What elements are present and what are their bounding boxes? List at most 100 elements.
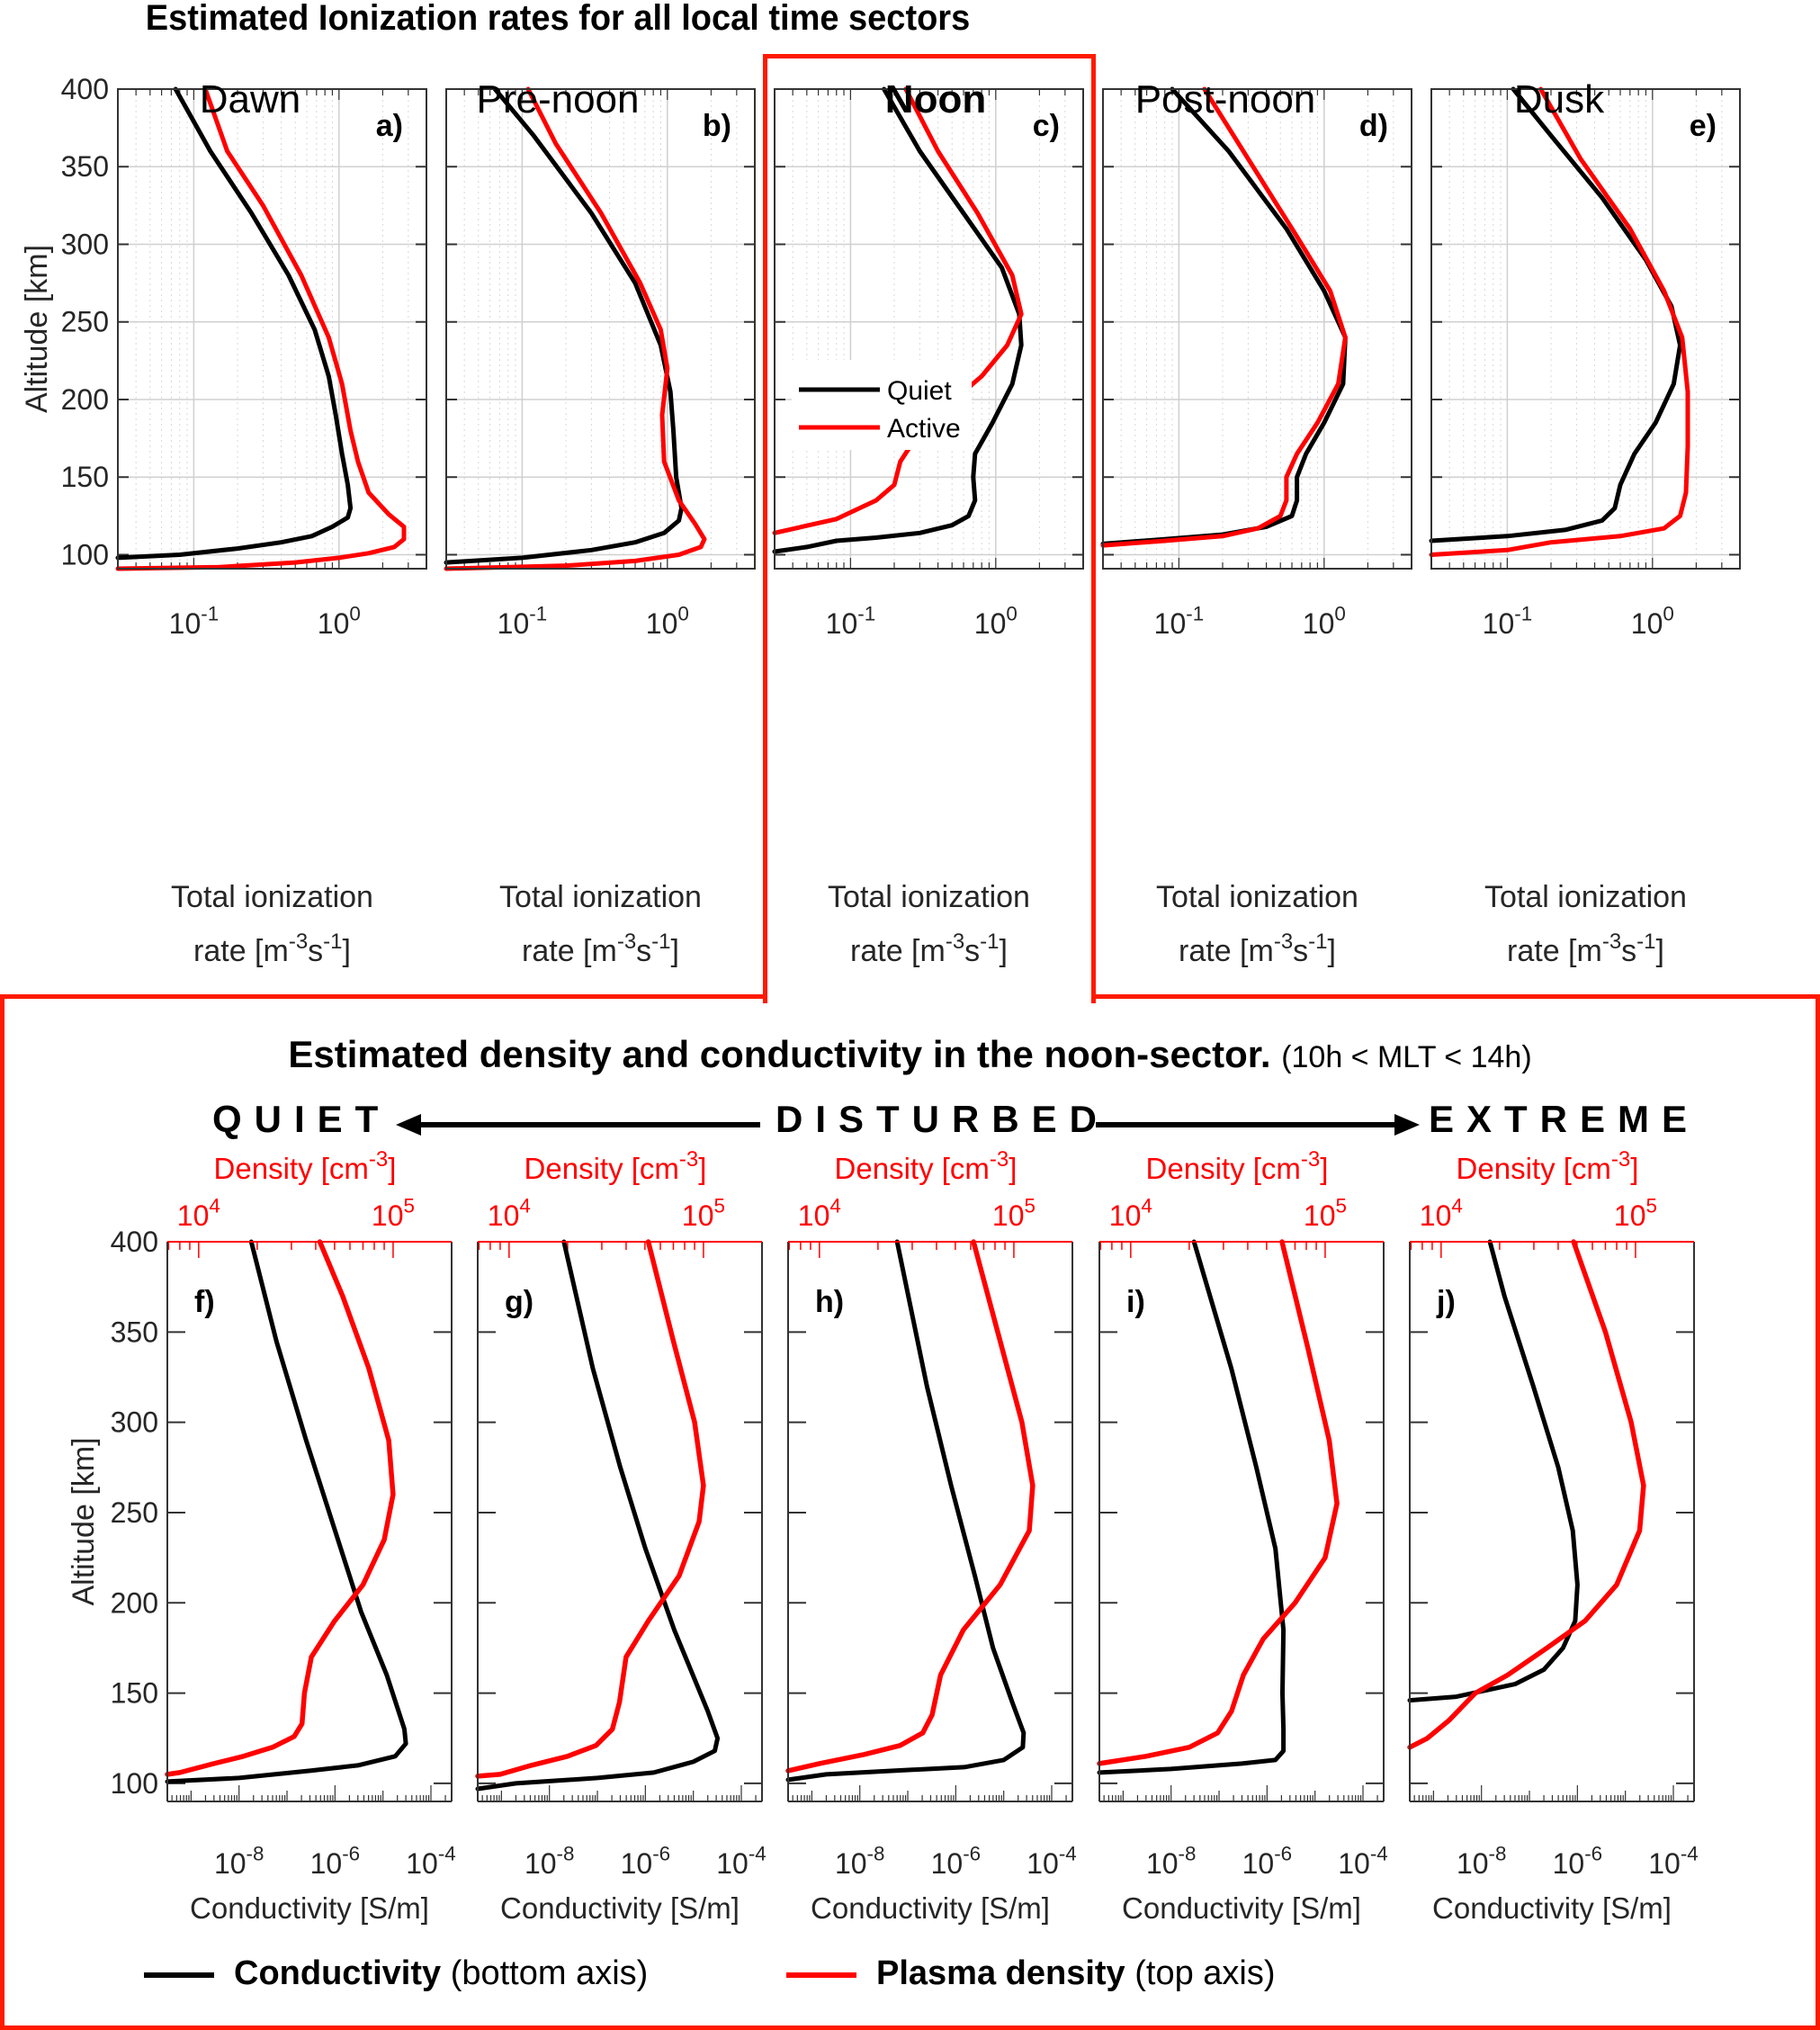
panel-label: f): [194, 1285, 215, 1319]
x-tick-label-bottom: 10-8: [1146, 1843, 1197, 1880]
panel-title: Pre-noon: [476, 77, 639, 121]
x-axis-label: Total ionization: [1156, 880, 1358, 914]
x-tick-label-bottom: 10-4: [1027, 1843, 1077, 1880]
x-axis-label: Total ionization: [828, 880, 1030, 914]
x-axis-label-units: rate [m-3s-1]: [522, 930, 679, 968]
legend-density-rest: (top axis): [1134, 1954, 1276, 1992]
x-axis-label-units: rate [m-3s-1]: [850, 930, 1008, 968]
legend-plasma-density: Plasma density (top axis): [786, 1954, 1276, 1993]
panel-label: i): [1126, 1285, 1145, 1319]
scale-extreme-label: EXTREME: [1429, 1098, 1700, 1140]
activity-scale: QUIET DISTURBED EXTREME: [0, 1098, 1820, 1152]
legend-line-red: [786, 1972, 856, 1978]
x-axis-label-bottom: Conductivity [S/m]: [1122, 1891, 1361, 1925]
legend-conductivity-bold: Conductivity: [234, 1954, 442, 1992]
legend-label-active: Active: [887, 414, 961, 444]
x-tick-label-bottom: 10-4: [1648, 1843, 1699, 1880]
bottom-section-title: Estimated density and conductivity in th…: [0, 1033, 1820, 1076]
x-tick-label: 100: [318, 603, 361, 640]
scale-disturbed-label: DISTURBED: [776, 1098, 1110, 1140]
series-line-quiet: [444, 86, 684, 565]
x-tick-label: 10-1: [826, 603, 876, 640]
figure-title-top: Estimated Ionization rates for all local…: [145, 0, 971, 38]
x-tick-label: 10-1: [1483, 603, 1533, 640]
y-tick-label: 400: [111, 1226, 158, 1258]
series-line-active: [444, 86, 707, 571]
series-line-conductivity: [1407, 1239, 1580, 1703]
y-tick-label: 300: [61, 228, 109, 260]
legend-background: [792, 360, 972, 450]
panel-label: c): [1033, 109, 1060, 143]
x-tick-label-bottom: 10-4: [406, 1843, 456, 1880]
series-line-active: [1100, 86, 1348, 548]
panel-title: Dawn: [200, 77, 301, 121]
y-tick-label: 150: [61, 461, 109, 493]
series-line-active: [115, 86, 407, 571]
series-line-quiet: [1100, 86, 1348, 546]
legend-label-quiet: Quiet: [887, 376, 952, 406]
x-axis-label: Total ionization: [499, 880, 702, 914]
arrow-left-icon: [396, 1114, 760, 1136]
x-tick-label-bottom: 10-4: [716, 1843, 767, 1880]
x-axis-label-units: rate [m-3s-1]: [1507, 930, 1664, 968]
panel-label: j): [1436, 1285, 1456, 1319]
x-tick-label-top: 105: [1304, 1195, 1347, 1232]
plot-frame: [1430, 88, 1741, 570]
bottom-title-paren: (10h < MLT < 14h): [1281, 1040, 1532, 1074]
panel-label: g): [505, 1285, 533, 1319]
series-line-density: [785, 1239, 1036, 1774]
x-axis-label-top: Density [cm-3]: [214, 1147, 397, 1185]
panel-label: e): [1690, 109, 1717, 143]
frame-join-mask: [767, 990, 1091, 1002]
x-axis-label-units: rate [m-3s-1]: [193, 930, 351, 968]
y-tick-label: 200: [111, 1586, 158, 1619]
series-line-active: [772, 86, 1024, 535]
y-tick-label: 350: [111, 1316, 158, 1348]
y-axis-label: Altitude [km]: [20, 245, 54, 413]
y-tick-label: 150: [111, 1677, 158, 1710]
panel-c: c) Noon Total ionization rate [m-3s-1] Quiet…: [772, 77, 1084, 968]
x-axis-label-top: Density [cm-3]: [524, 1147, 707, 1185]
series-line-quiet: [115, 86, 354, 561]
x-tick-label: 10-1: [498, 603, 548, 640]
x-tick-label-top: 104: [177, 1195, 220, 1232]
y-tick-label: 300: [111, 1406, 158, 1439]
panel-a: 100 150 200 250 300 350 400 a) Dawn Total ionizat…: [20, 73, 427, 968]
series-line-density: [1097, 1239, 1340, 1766]
scale-quiet-label: QUIET: [212, 1098, 391, 1140]
x-tick-label-bottom: 10-8: [1457, 1843, 1507, 1880]
x-tick-label: 100: [974, 603, 1018, 640]
x-tick-label-top: 104: [488, 1195, 531, 1232]
panel-d: d) Post-noon Total ionization rate [m-3s-1]: [1100, 77, 1412, 968]
y-tick-label: 100: [111, 1767, 158, 1800]
x-tick-label-top: 104: [1420, 1195, 1463, 1232]
panel-label: a): [376, 109, 403, 143]
y-tick-label: 100: [61, 538, 109, 570]
y-tick-label: 200: [61, 383, 109, 416]
series-line-conductivity: [1097, 1239, 1287, 1775]
x-tick-label-top: 105: [992, 1195, 1036, 1232]
plot-frame: [445, 88, 756, 570]
x-tick-label: 100: [1303, 603, 1346, 640]
plot-frame: [774, 88, 1084, 570]
y-axis-label: Altitude [km]: [67, 1437, 101, 1605]
legend-quiet-active: Quiet Active: [792, 360, 972, 450]
x-tick-label-bottom: 10-6: [931, 1843, 982, 1880]
series-line-active: [1429, 86, 1690, 557]
x-tick-label: 100: [1631, 603, 1674, 640]
x-tick-label-top: 105: [1614, 1195, 1657, 1232]
series-line-conductivity: [785, 1239, 1027, 1783]
x-axis-label-top: Density [cm-3]: [1457, 1147, 1639, 1185]
x-axis-label-bottom: Conductivity [S/m]: [500, 1891, 740, 1925]
panel-g: g) Conductivity [S/m] Density [cm-3]: [475, 1147, 763, 1925]
x-tick-label-bottom: 10-6: [310, 1843, 361, 1880]
legend-conductivity-rest: (bottom axis): [450, 1954, 649, 1992]
series-line-quiet: [1429, 86, 1682, 543]
x-axis-label-units: rate [m-3s-1]: [1179, 930, 1336, 968]
x-tick-label-bottom: 10-6: [1242, 1843, 1293, 1880]
panel-label: h): [815, 1285, 844, 1319]
legend-line-black: [144, 1972, 214, 1978]
x-tick-label-top: 105: [682, 1195, 725, 1232]
series-line-conductivity: [165, 1239, 408, 1784]
